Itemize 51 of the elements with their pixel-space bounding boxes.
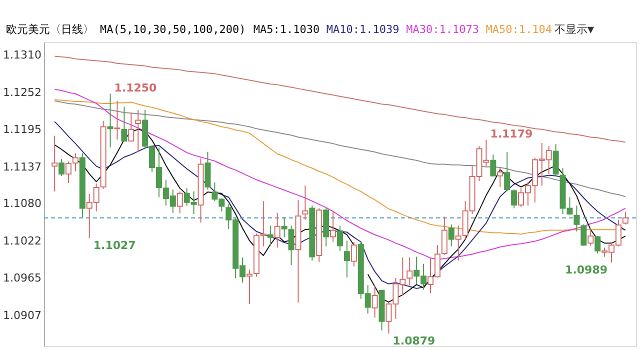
- candlestick: [135, 109, 142, 152]
- annotation: 1.1027: [93, 238, 136, 252]
- candlestick: [594, 236, 601, 254]
- candlestick: [490, 154, 496, 178]
- text: MA10:1.1039: [326, 23, 400, 36]
- candlestick: [344, 240, 350, 278]
- candlestick: [302, 185, 308, 220]
- text: 不显示▼: [554, 23, 594, 36]
- candlestick: [204, 151, 211, 190]
- candlestick: [372, 284, 378, 318]
- candlestick: [58, 158, 65, 176]
- candlestick: [448, 224, 454, 247]
- text: MA(5,10,30,50,100,200): [100, 23, 246, 36]
- y-tick-label: 1.0965: [3, 272, 42, 285]
- candlestick: [128, 112, 134, 142]
- y-tick-label: 1.1022: [3, 234, 42, 248]
- candlestick: [114, 100, 120, 140]
- candlestick: [552, 144, 559, 176]
- y-tick-label: 1.1137: [3, 160, 42, 174]
- y-tick-label: 1.1310: [3, 48, 42, 62]
- candlestick: [350, 241, 357, 267]
- candlestick: [406, 256, 413, 286]
- y-tick-label: 1.1080: [3, 197, 42, 210]
- annotation: 1.0989: [565, 264, 608, 277]
- candlestick: [337, 225, 343, 252]
- candlestick: [176, 190, 183, 214]
- annotation: 1.1179: [490, 128, 533, 141]
- candlestick: [574, 205, 580, 232]
- annotation: 1.0879: [392, 334, 436, 348]
- chart-title: 欧元美元〈日线〉: [6, 23, 94, 36]
- candlestick: [274, 212, 280, 248]
- candlestick: [622, 212, 628, 225]
- y-tick-label: 1.1252: [3, 86, 42, 99]
- y-tick-label: 1.0907: [3, 309, 42, 322]
- text: MA50:1.104: [486, 23, 552, 36]
- candlestick: [267, 225, 274, 246]
- candlestick: [330, 210, 336, 242]
- text: MA5:1.1030: [253, 23, 320, 36]
- y-tick-label: 1.1195: [3, 122, 42, 136]
- candlestick: [504, 151, 510, 192]
- candlestick: [580, 224, 587, 246]
- line-series: [54, 56, 626, 143]
- candlestick: [588, 228, 594, 246]
- line-series: [54, 100, 626, 198]
- annotation: 1.1250: [114, 82, 158, 95]
- candlestick: [511, 188, 518, 209]
- candlestick: [497, 168, 504, 188]
- text: MA30:1.1073: [406, 23, 479, 36]
- candlestick: [121, 106, 128, 142]
- candlestick: [52, 135, 58, 192]
- candlestick: [107, 93, 114, 148]
